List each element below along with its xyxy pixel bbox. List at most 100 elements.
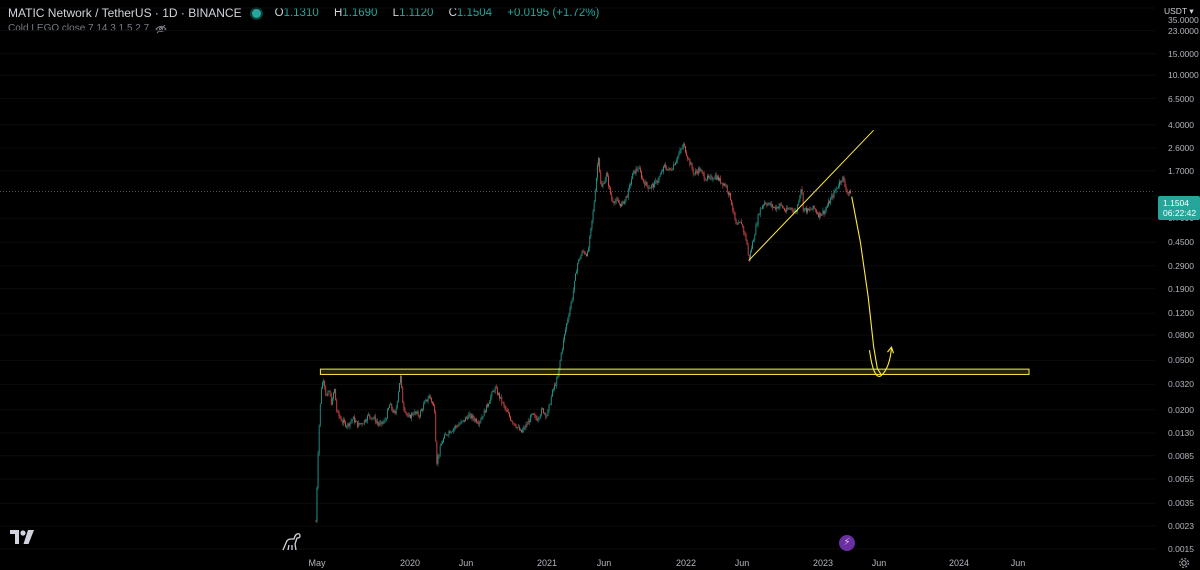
candle-down: [609, 185, 610, 188]
user-drawings[interactable]: [319, 129, 1030, 377]
candle-down: [665, 164, 667, 168]
candle-up: [793, 211, 795, 213]
candle-down: [357, 421, 359, 427]
candle-up: [592, 211, 594, 221]
candle-down: [338, 411, 340, 416]
price-chart[interactable]: [0, 0, 1155, 555]
bounce-arrow: [868, 348, 893, 377]
dinosaur-icon[interactable]: [280, 530, 302, 552]
candle-up: [390, 403, 392, 406]
candle-down: [507, 411, 509, 414]
candle-up: [428, 395, 430, 399]
candle-down: [526, 424, 528, 426]
candle-up: [567, 319, 569, 324]
candle-up: [710, 176, 712, 177]
candle-down: [533, 413, 535, 415]
time-tick-label: 2023: [812, 558, 834, 568]
candle-up: [716, 176, 718, 180]
projection-path: [851, 196, 882, 376]
candle-up: [424, 401, 426, 405]
candle-down: [403, 403, 405, 409]
candle-down: [478, 423, 480, 425]
candle-up: [664, 164, 665, 167]
candle-up: [371, 418, 373, 419]
candle-down: [436, 441, 438, 464]
candle-up: [408, 414, 410, 417]
candle-up: [548, 404, 550, 410]
candle-up: [773, 207, 774, 208]
candle-down: [815, 210, 817, 213]
candle-down: [766, 204, 768, 206]
candle-up: [538, 417, 540, 419]
candle-up: [807, 208, 808, 213]
candle-up: [416, 411, 418, 414]
candle-up: [821, 214, 823, 216]
candle-up: [459, 423, 461, 425]
candle-down: [820, 212, 822, 216]
lightning-icon[interactable]: ⚡: [839, 535, 855, 551]
candle-up: [627, 188, 629, 198]
candle-down: [730, 192, 731, 200]
candle-up: [660, 171, 662, 175]
candle-down: [401, 375, 403, 388]
candle-up: [491, 391, 493, 397]
candle-down: [708, 175, 709, 178]
candle-down: [620, 203, 621, 207]
price-axis[interactable]: [1155, 0, 1200, 570]
candle-down: [741, 221, 742, 225]
candle-up: [632, 172, 634, 180]
candle-down: [644, 182, 646, 186]
candle-up: [590, 228, 592, 237]
candle-down: [473, 418, 475, 421]
candle-up: [363, 419, 365, 424]
candle-up: [605, 173, 607, 179]
candle-up: [690, 163, 692, 165]
price-tick-label: 10.0000: [1168, 70, 1199, 81]
candle-down: [742, 224, 744, 227]
candle-up: [395, 407, 397, 414]
chart-header: MATIC Network / TetherUS · 1D · BINANCE …: [8, 5, 611, 21]
candle-down: [715, 175, 717, 180]
candle-up: [658, 176, 660, 181]
candle-down: [670, 169, 672, 171]
ohlc-close-key: C: [448, 7, 457, 19]
candle-up: [483, 410, 485, 417]
candle-up: [450, 431, 452, 433]
candle-down: [642, 178, 643, 179]
candle-up: [803, 208, 805, 211]
price-tick-label: 0.0130: [1168, 427, 1194, 438]
candle-up: [749, 251, 751, 260]
candle-down: [381, 421, 383, 424]
candle-down: [613, 201, 615, 204]
candle-down: [689, 158, 691, 165]
candle-down: [781, 205, 783, 208]
candle-up: [454, 427, 455, 429]
candle-down: [641, 172, 642, 179]
candle-up: [562, 339, 564, 349]
tradingview-logo-icon[interactable]: [10, 530, 34, 544]
candle-up: [559, 360, 561, 368]
symbol-title[interactable]: MATIC Network / TetherUS · 1D · BINANCE: [8, 6, 242, 20]
candle-up: [425, 399, 427, 402]
candle-up: [441, 442, 443, 444]
currency-selector[interactable]: USDT ▾: [1164, 6, 1194, 16]
candle-down: [524, 427, 526, 429]
candle-up: [700, 170, 702, 172]
gear-icon[interactable]: [1178, 557, 1190, 569]
candle-up: [719, 178, 720, 181]
candle-down: [699, 168, 701, 172]
candle-up: [682, 144, 684, 148]
candle-down: [528, 420, 530, 423]
candle-down: [688, 158, 690, 160]
candle-up: [753, 239, 755, 242]
ohlc-open-value: 1.1310: [283, 7, 319, 19]
candle-down: [336, 400, 338, 411]
candle-up: [522, 429, 524, 433]
candle-up: [318, 425, 320, 454]
ohlc-high-key: H: [333, 7, 343, 19]
candle-up: [388, 407, 389, 410]
price-tick-label: 15.0000: [1168, 48, 1199, 59]
candle-up: [489, 401, 491, 405]
candle-down: [720, 178, 722, 184]
candle-down: [813, 205, 815, 209]
